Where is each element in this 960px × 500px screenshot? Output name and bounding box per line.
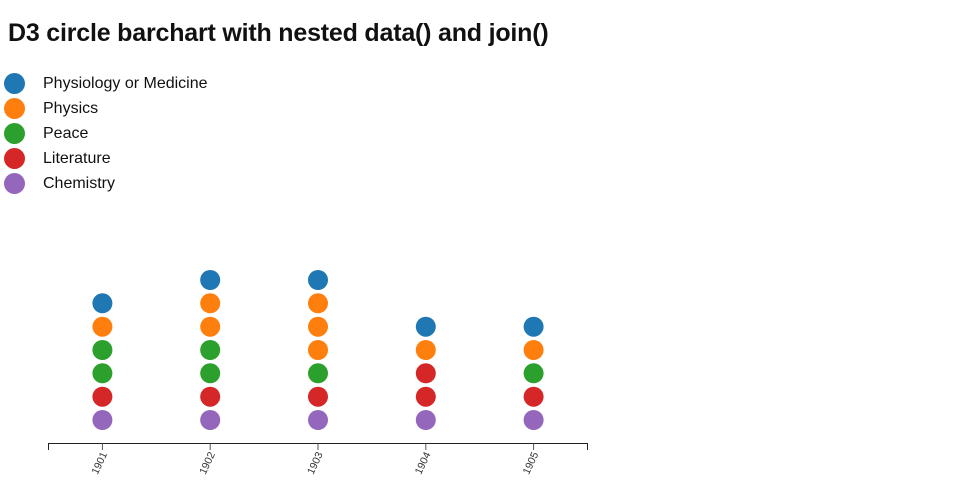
chart-circle-physics bbox=[92, 316, 113, 337]
chart-circle-literature bbox=[308, 386, 328, 407]
legend-item-physics: Physics bbox=[4, 96, 208, 121]
legend-item-chemistry: Chemistry bbox=[4, 171, 208, 196]
legend-swatch-circle bbox=[4, 73, 25, 94]
legend-swatch-circle bbox=[4, 173, 25, 194]
legend-item-literature: Literature bbox=[4, 146, 208, 171]
chart-circle-physics bbox=[415, 340, 436, 360]
legend-label: Chemistry bbox=[43, 174, 116, 192]
chart-circle-literature bbox=[415, 363, 436, 384]
chart-circle-literature bbox=[92, 386, 113, 407]
legend-swatch-circle bbox=[4, 148, 25, 169]
chart-circle-chemistry bbox=[523, 410, 544, 430]
chart-circle-literature bbox=[523, 386, 544, 407]
legend-label: Physics bbox=[43, 99, 99, 117]
legend-label: Physiology or Medicine bbox=[43, 74, 208, 92]
chart-circle-chemistry bbox=[92, 410, 113, 430]
chart-circle-physics bbox=[308, 340, 328, 360]
chart-circle-peace bbox=[308, 363, 328, 384]
x-axis-tick-label: 1904 bbox=[413, 450, 434, 476]
chart-circle-chemistry bbox=[308, 410, 328, 430]
chart-circle-peace bbox=[92, 340, 113, 360]
chart-circle-peace bbox=[200, 340, 221, 360]
chart-circle-physiology-or-medicine bbox=[523, 316, 544, 337]
legend-label: Peace bbox=[43, 124, 89, 142]
chart-circle-peace bbox=[523, 363, 544, 384]
chart-circle-peace bbox=[200, 363, 221, 384]
chart-circle-physics bbox=[523, 340, 544, 360]
legend: Physiology or Medicine Physics Peace Litera… bbox=[4, 71, 208, 196]
legend-swatch-circle bbox=[4, 98, 25, 119]
legend-label: Literature bbox=[43, 149, 111, 167]
circle-stacks bbox=[92, 270, 544, 430]
chart-circle-physics bbox=[200, 293, 221, 314]
chart-circle-physics bbox=[308, 293, 328, 314]
x-axis-tick-label: 1901 bbox=[89, 450, 110, 476]
x-axis-tick-label: 1903 bbox=[305, 450, 326, 476]
chart-circle-physiology-or-medicine bbox=[92, 293, 113, 314]
legend-swatch-circle bbox=[4, 123, 25, 144]
chart-circle-physiology-or-medicine bbox=[415, 316, 436, 337]
page-title: D3 circle barchart with nested data() an… bbox=[8, 19, 549, 47]
chart-circle-chemistry bbox=[415, 410, 436, 430]
chart-circle-literature bbox=[415, 386, 436, 407]
chart-circle-peace bbox=[92, 363, 113, 384]
legend-item-peace: Peace bbox=[4, 121, 208, 146]
chart-circle-physics bbox=[200, 316, 221, 337]
chart-circle-chemistry bbox=[200, 410, 221, 430]
legend-item-physiology-or-medicine: Physiology or Medicine bbox=[4, 71, 208, 96]
x-axis-tick-label: 1902 bbox=[197, 450, 218, 476]
chart-circle-literature bbox=[200, 386, 221, 407]
chart-circle-physiology-or-medicine bbox=[200, 270, 221, 290]
x-axis-tick-label: 1905 bbox=[521, 450, 542, 476]
chart-circle-physics bbox=[308, 316, 328, 337]
x-axis: 1901 1902 1903 1904 1905 bbox=[48, 443, 588, 476]
chart-circle-physiology-or-medicine bbox=[308, 270, 328, 290]
